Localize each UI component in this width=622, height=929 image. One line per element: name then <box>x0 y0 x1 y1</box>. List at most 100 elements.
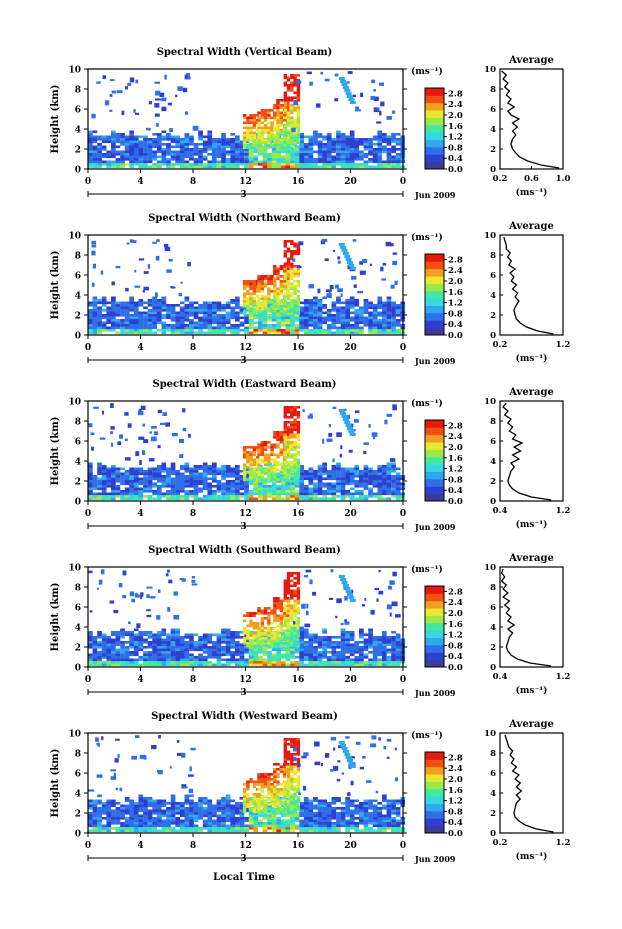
heatmap-cell <box>101 661 107 664</box>
heatmap-cell <box>207 470 213 473</box>
heatmap-cell <box>184 319 190 322</box>
heatmap-cell <box>347 427 353 430</box>
heatmap-cell <box>283 624 287 628</box>
heatmap-cell <box>207 135 213 139</box>
heatmap-cell <box>246 302 250 306</box>
heatmap-cell <box>170 286 176 289</box>
heatmap-cell <box>143 470 148 473</box>
heatmap-cell <box>363 470 369 473</box>
heatmap-cell <box>368 631 373 634</box>
heatmap-cell <box>248 306 254 310</box>
heatmap-cell <box>283 642 287 645</box>
heatmap-cell <box>175 163 180 166</box>
heatmap-cell <box>97 465 102 468</box>
heatmap-cell <box>235 143 240 146</box>
heatmap-cell <box>273 466 277 469</box>
heatmap-cell <box>147 631 153 634</box>
heatmap-cell <box>336 643 341 647</box>
heatmap-cell <box>368 158 373 161</box>
colorbar-swatch <box>425 493 444 502</box>
heatmap-cell <box>359 495 364 498</box>
heatmap-cell <box>193 480 199 483</box>
heatmap-cell <box>271 653 277 657</box>
heatmap-cell <box>395 658 401 662</box>
heatmap-cell <box>111 465 116 468</box>
heatmap-cell <box>93 406 99 409</box>
heatmap-cell <box>260 612 264 615</box>
heatmap-cell <box>249 146 253 150</box>
heatmap-cell <box>270 476 274 479</box>
heatmap-cell <box>143 656 148 659</box>
average-x-tick-label: 0.2 <box>493 340 508 350</box>
heatmap-cell <box>290 153 295 156</box>
heatmap-cell <box>111 133 116 136</box>
heatmap-cell <box>120 658 125 662</box>
heatmap-cell <box>156 636 162 639</box>
heatmap-cell <box>290 242 294 246</box>
heatmap-cell <box>252 290 257 293</box>
heatmap-cell <box>293 300 297 303</box>
heatmap-cell <box>280 492 286 496</box>
heatmap-cell <box>189 138 194 141</box>
heatmap-cell <box>193 646 199 649</box>
heatmap-cell <box>129 658 134 662</box>
heatmap-cell <box>92 309 98 312</box>
heatmap-cell <box>235 653 240 657</box>
colorbar-swatch <box>425 268 444 277</box>
heatmap-cell <box>129 490 134 493</box>
heatmap-cell <box>377 165 383 169</box>
heatmap-cell <box>386 482 392 486</box>
heatmap-cell <box>152 150 157 154</box>
heatmap-cell <box>331 143 337 146</box>
heatmap-cell <box>283 146 287 150</box>
heatmap-cell <box>246 144 250 147</box>
heatmap-cell <box>235 316 240 320</box>
heatmap-cell <box>382 329 387 332</box>
heatmap-cell <box>106 653 112 657</box>
heatmap-cell <box>179 638 185 642</box>
heatmap-cell <box>296 607 301 610</box>
heatmap-cell <box>225 475 231 478</box>
heatmap-cell <box>153 431 159 436</box>
heatmap-cell <box>235 497 240 501</box>
heatmap-cell <box>349 467 355 471</box>
heatmap-cell <box>252 285 257 288</box>
heatmap-cell <box>379 82 384 86</box>
average-title: Average <box>508 387 554 398</box>
heatmap-cell <box>115 140 121 144</box>
heatmap-cell <box>138 314 144 317</box>
heatmap-cell <box>221 663 226 667</box>
heatmap-cell <box>303 160 309 164</box>
heatmap-cell <box>270 116 274 120</box>
heatmap-cell <box>124 311 130 315</box>
heatmap-cell <box>372 482 378 486</box>
heatmap-cell <box>143 631 148 634</box>
heatmap-cell <box>296 84 301 87</box>
heatmap-cell <box>349 651 355 654</box>
heatmap-cell <box>230 636 236 639</box>
panel-title: Spectral Width (Vertical Beam) <box>157 47 333 58</box>
heatmap-cell <box>276 275 280 278</box>
heatmap-cell <box>179 319 185 322</box>
heatmap-cell <box>97 482 102 486</box>
heatmap-cell <box>391 301 396 305</box>
heatmap-cell <box>156 651 162 654</box>
heatmap-cell <box>97 316 102 320</box>
heatmap-cell <box>252 453 257 457</box>
heatmap-cell <box>115 467 121 471</box>
heatmap-cell <box>246 453 250 457</box>
heatmap-cell <box>129 485 134 488</box>
heatmap-cell <box>138 145 144 149</box>
heatmap-cell <box>296 438 301 442</box>
heatmap-cell <box>386 467 392 471</box>
heatmap-cell <box>280 653 286 657</box>
heatmap-cell <box>349 487 355 491</box>
heatmap-cell <box>235 140 240 144</box>
heatmap-cell <box>143 638 148 642</box>
heatmap-cell <box>368 651 373 654</box>
heatmap-cell <box>230 633 236 637</box>
heatmap-cell <box>221 472 226 476</box>
heatmap-cell <box>280 150 286 154</box>
heatmap-cell <box>92 163 98 166</box>
heatmap-cell <box>225 658 231 662</box>
